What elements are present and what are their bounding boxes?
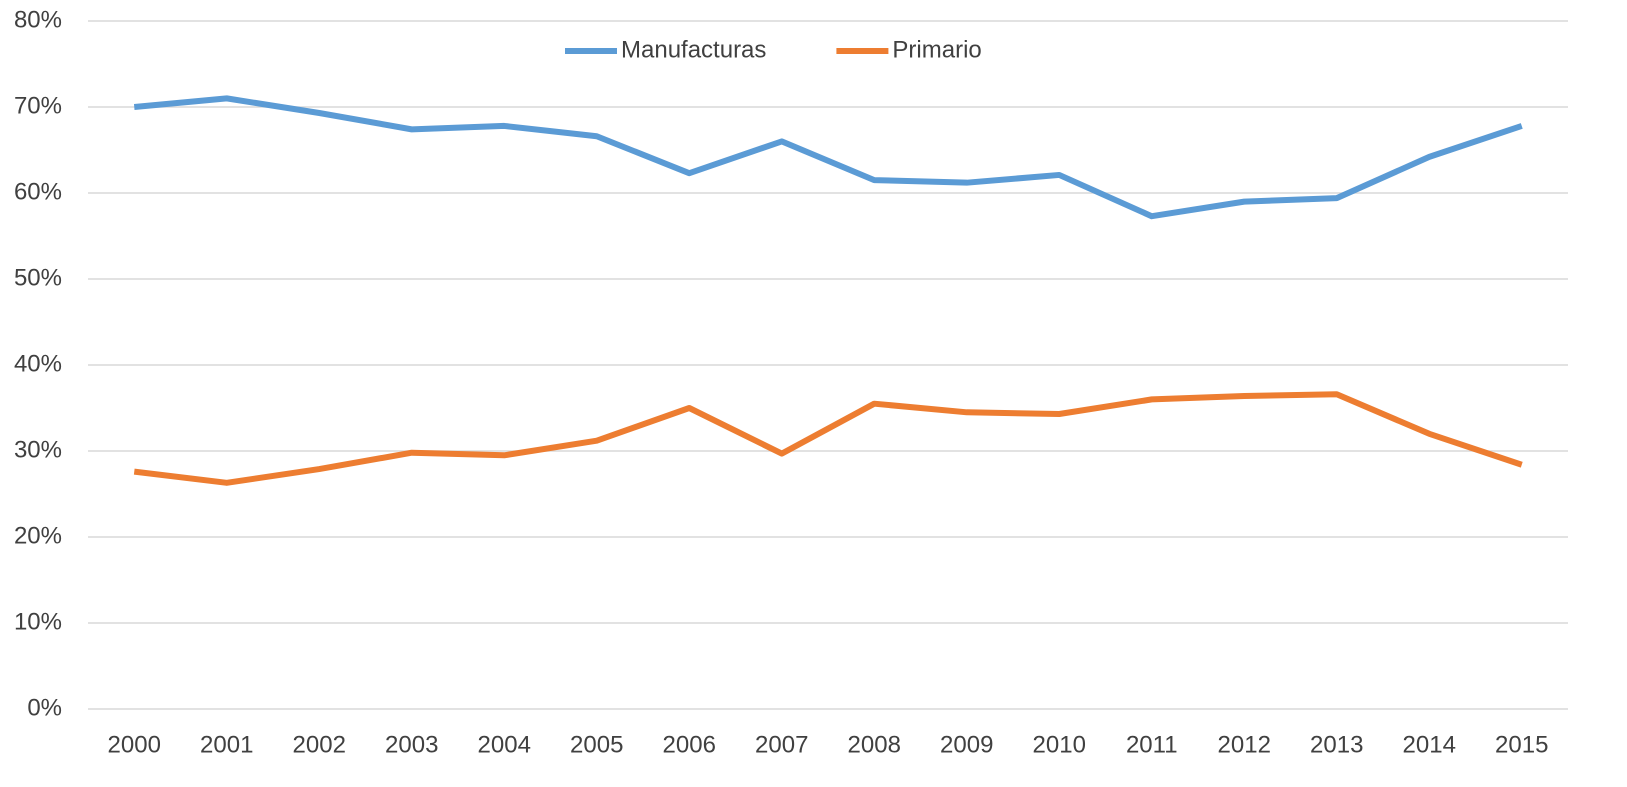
y-tick-label: 80% (14, 6, 62, 33)
x-tick-label: 2002 (293, 731, 346, 758)
y-tick-label: 70% (14, 92, 62, 119)
y-tick-label: 20% (14, 522, 62, 549)
y-tick-label: 30% (14, 436, 62, 463)
x-tick-label: 2015 (1495, 731, 1548, 758)
x-tick-label: 2003 (385, 731, 438, 758)
x-tick-label: 2010 (1033, 731, 1086, 758)
legend-label: Manufacturas (621, 36, 766, 63)
y-tick-label: 50% (14, 264, 62, 291)
x-tick-label: 2012 (1218, 731, 1271, 758)
x-tick-label: 2001 (200, 731, 253, 758)
line-series (133, 95, 1523, 220)
y-tick-label: 40% (14, 350, 62, 377)
x-tick-label: 2005 (570, 731, 623, 758)
y-tick-label: 60% (14, 178, 62, 205)
line-series (133, 391, 1523, 486)
x-tick-label: 2013 (1310, 731, 1363, 758)
y-tick-label: 0% (27, 694, 62, 721)
legend-label: Primario (892, 36, 981, 63)
x-tick-label: 2011 (1126, 731, 1178, 758)
x-tick-label: 2014 (1403, 731, 1456, 758)
x-tick-label: 2004 (478, 731, 531, 758)
x-tick-label: 2000 (108, 731, 161, 758)
x-tick-label: 2006 (663, 731, 716, 758)
x-tick-label: 2007 (755, 731, 808, 758)
x-tick-label: 2009 (940, 731, 993, 758)
x-tick-label: 2008 (848, 731, 901, 758)
y-tick-label: 10% (14, 608, 62, 635)
